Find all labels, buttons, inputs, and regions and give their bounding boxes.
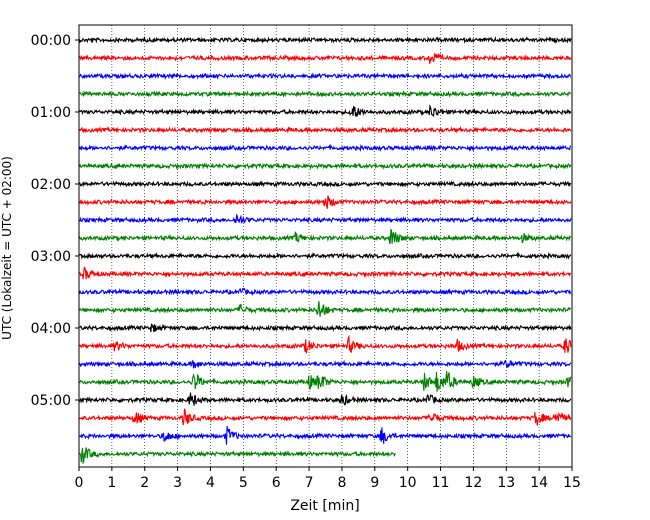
- y-axis-ticks: 00:00 01:00 02:00 03:00 04:00 05:00: [31, 33, 79, 409]
- x-tick-label: 13: [497, 475, 515, 491]
- x-tick-label: 15: [563, 475, 581, 491]
- x-tick-label: 1: [107, 475, 116, 491]
- trace-line: [79, 425, 572, 445]
- x-axis-ticks: 0 1 2 3 4 5 6 7 8 9 10 11 12 13 14 15: [75, 467, 581, 491]
- trace-line: [79, 323, 572, 333]
- y-tick-label: 04:00: [31, 321, 71, 337]
- trace-line: [79, 125, 572, 134]
- trace-line: [78, 35, 572, 44]
- trace-line: [79, 301, 572, 317]
- trace-line: [79, 71, 571, 80]
- trace-series: [78, 35, 572, 465]
- y-tick-label: 03:00: [31, 249, 71, 265]
- x-tick-label: 14: [530, 475, 548, 491]
- trace-line: [78, 161, 572, 170]
- x-tick-label: 11: [432, 475, 450, 491]
- y-tick-label: 00:00: [31, 33, 71, 49]
- trace-line: [78, 359, 572, 369]
- trace-line: [79, 334, 572, 354]
- x-tick-label: 6: [272, 475, 281, 491]
- x-tick-label: 8: [337, 475, 346, 491]
- y-tick-label: 02:00: [31, 177, 71, 193]
- trace-line: [79, 266, 572, 280]
- y-tick-label: 05:00: [31, 393, 71, 409]
- x-tick-label: 2: [140, 475, 149, 491]
- trace-line: [79, 447, 396, 465]
- trace-line: [79, 408, 572, 426]
- trace-line: [79, 104, 572, 117]
- y-tick-label: 01:00: [31, 105, 71, 121]
- y-axis-label: UTC (Lokalzeit = UTC + 02:00): [0, 156, 14, 340]
- plot-frame: [78, 24, 573, 468]
- trace-line: [78, 195, 572, 209]
- x-tick-label: 9: [370, 475, 379, 491]
- trace-line: [79, 180, 572, 188]
- x-axis-label: Zeit [min]: [290, 498, 359, 514]
- x-tick-label: 0: [75, 475, 84, 491]
- x-tick-label: 5: [239, 475, 248, 491]
- x-tick-label: 7: [305, 475, 314, 491]
- trace-line: [78, 392, 572, 406]
- trace-line: [78, 228, 572, 245]
- x-tick-label: 3: [173, 475, 182, 491]
- trace-line: [78, 143, 571, 152]
- trace-line: [79, 89, 571, 98]
- x-tick-label: 10: [399, 475, 417, 491]
- trace-line: [79, 371, 572, 392]
- trace-line: [79, 214, 572, 224]
- trace-line: [79, 52, 572, 64]
- x-tick-label: 4: [206, 475, 215, 491]
- trace-line: [78, 287, 572, 297]
- trace-line: [79, 251, 572, 260]
- x-tick-label: 12: [464, 475, 482, 491]
